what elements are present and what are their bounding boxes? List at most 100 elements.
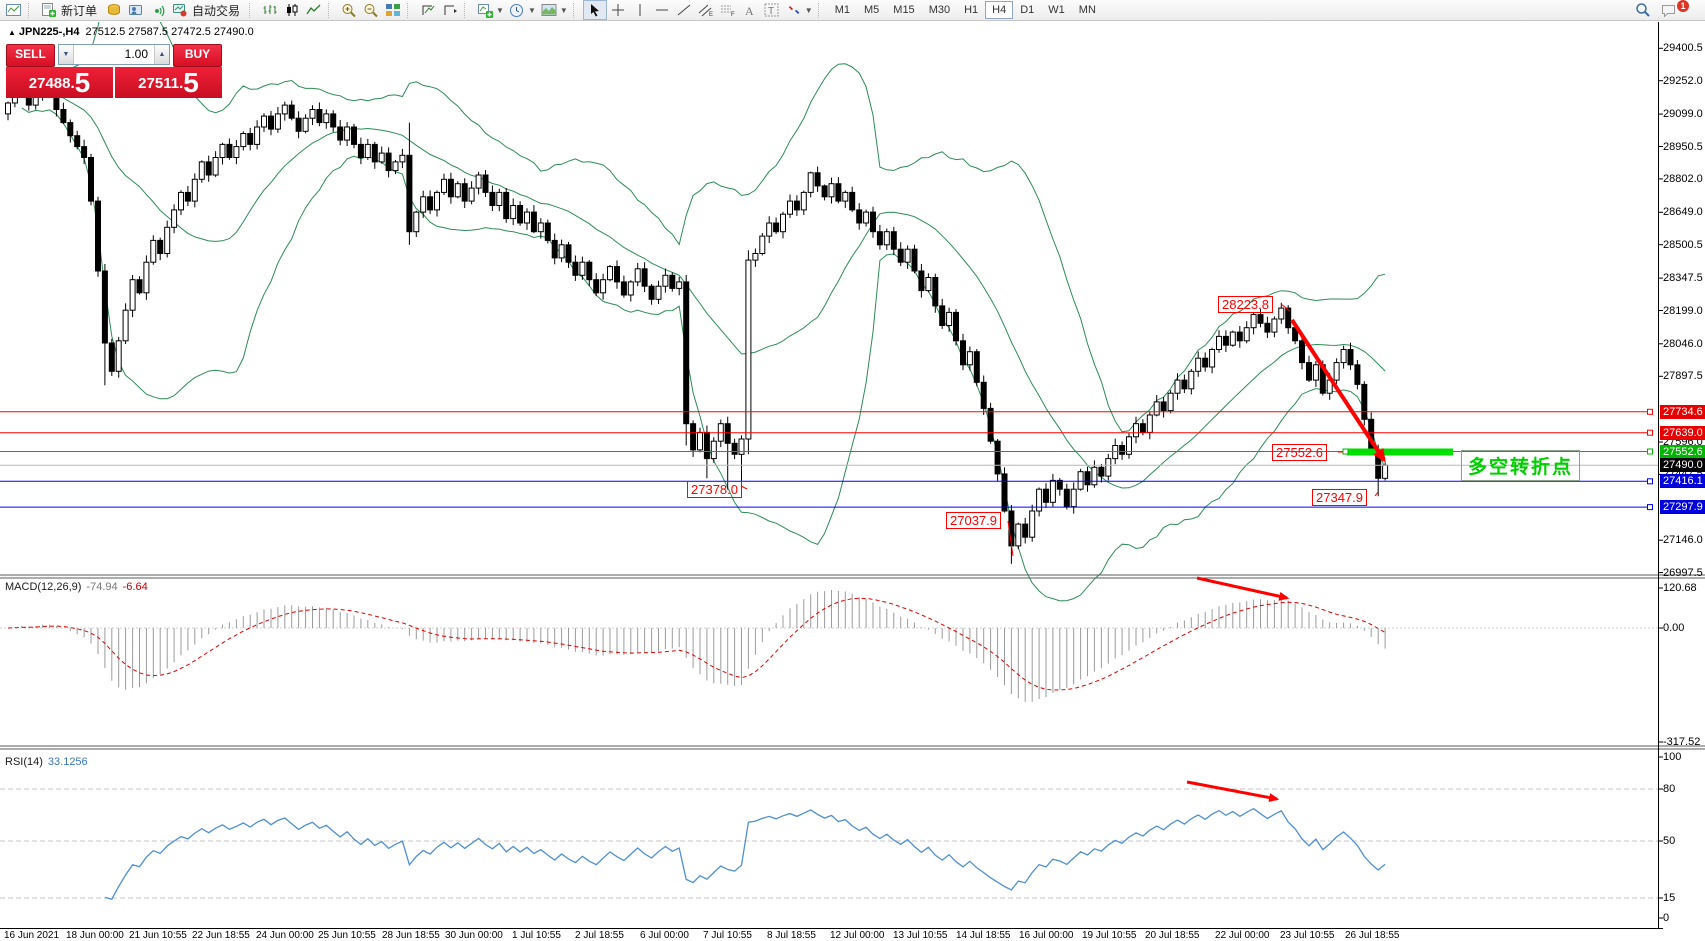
cursor-tool-icon[interactable] — [582, 0, 607, 20]
profiles-caret-icon[interactable]: ▼ — [527, 5, 536, 15]
rsi-tick-label: 0 — [1663, 912, 1670, 924]
trendline-tool-icon[interactable] — [673, 1, 695, 19]
data-window-icon[interactable] — [125, 1, 147, 19]
price-line-label: 27416.1 — [1660, 474, 1705, 489]
search-icon[interactable] — [1632, 1, 1654, 19]
bar-chart-mode-icon[interactable] — [259, 1, 281, 19]
trend-arrow[interactable] — [1186, 780, 1280, 802]
toolbar-separator — [464, 2, 471, 18]
price-tick-label: 28199.0 — [1663, 304, 1703, 317]
zoom-out-icon[interactable] — [360, 1, 382, 19]
toolbar-separator — [249, 2, 256, 18]
timeframe-m5[interactable]: M5 — [864, 4, 880, 16]
buy-price-main: 27511 — [138, 75, 180, 92]
timeframe-m1[interactable]: M1 — [834, 4, 850, 16]
price-annotation-label[interactable]: 27378.0 — [687, 481, 742, 498]
macd-pane — [7, 590, 1386, 702]
channel-tool-icon[interactable]: E — [695, 1, 717, 19]
profiles-icon[interactable] — [506, 1, 528, 19]
hline-handle[interactable] — [1647, 408, 1653, 415]
chart-window-icon[interactable] — [3, 1, 25, 19]
time-axis-label: 16 Jun 2021 — [4, 930, 60, 941]
chart-title-bar: ▲ JPN225-,H4 27512.5 27587.5 27472.5 27490… — [8, 26, 254, 38]
new-chart-icon[interactable] — [474, 1, 496, 19]
support-zone-bar[interactable] — [1347, 448, 1453, 456]
macd-tick-label: -317.52 — [1663, 736, 1701, 748]
volume-stepper[interactable]: ▼ 1.00 ▲ — [58, 44, 170, 65]
candlestick-mode-icon[interactable] — [281, 1, 303, 19]
hline-handle[interactable] — [1647, 429, 1653, 436]
price-tick-label: 29099.0 — [1663, 108, 1703, 121]
text-label-tool-icon[interactable]: T — [761, 1, 783, 19]
line-chart-mode-icon[interactable] — [303, 1, 325, 19]
templates-caret-icon[interactable]: ▼ — [559, 5, 568, 15]
volume-down-button[interactable]: ▼ — [59, 45, 74, 64]
new-order-icon[interactable] — [38, 1, 60, 19]
price-annotation-label[interactable]: 27552.6 — [1272, 444, 1327, 461]
timeframe-h4[interactable]: H4 — [985, 1, 1014, 19]
new-chart-caret-icon[interactable]: ▼ — [496, 5, 504, 15]
trend-arrow[interactable] — [1290, 318, 1386, 463]
turning-point-label[interactable]: 多空转折点 — [1461, 450, 1581, 481]
price-annotation-label[interactable]: 28223.8 — [1218, 296, 1273, 313]
vertical-line-tool-icon[interactable] — [629, 1, 651, 19]
autotrading-label[interactable]: 自动交易 — [192, 3, 241, 18]
price-line-label: 27639.0 — [1660, 425, 1705, 440]
notification-badge[interactable]: 1 — [1677, 0, 1689, 12]
timeframe-m30[interactable]: M30 — [928, 4, 951, 16]
hline-handle[interactable] — [1647, 504, 1653, 511]
horizontal-line-tool-icon[interactable] — [651, 1, 673, 19]
timeframe-d1[interactable]: D1 — [1020, 4, 1035, 16]
time-axis-label: 1 Jul 10:55 — [512, 930, 561, 941]
autotrading-icon[interactable] — [169, 1, 191, 19]
price-annotation-label[interactable]: 27347.9 — [1312, 489, 1367, 506]
timeframe-mn[interactable]: MN — [1078, 4, 1096, 16]
zoom-in-icon[interactable] — [338, 1, 360, 19]
fibonacci-tool-icon[interactable]: F — [717, 1, 739, 19]
price-tick-label: 28046.0 — [1663, 337, 1703, 350]
timeframe-group: M1 M5 M15 M30 H1 H4 D1 W1 MN — [828, 1, 1103, 19]
tile-windows-icon[interactable] — [382, 1, 404, 19]
market-watch-icon[interactable] — [103, 1, 125, 19]
sell-price-button[interactable]: 27488. 5 — [6, 67, 113, 98]
volume-up-button[interactable]: ▲ — [154, 45, 169, 64]
chart-region[interactable]: ▲ JPN225-,H4 27512.5 27587.5 27472.5 27490… — [0, 22, 1705, 941]
auto-arrange-icon[interactable] — [417, 1, 439, 19]
time-axis-label: 22 Jul 00:00 — [1215, 930, 1270, 941]
rsi-tick-label: 50 — [1663, 835, 1676, 847]
trend-arrow[interactable] — [1196, 576, 1290, 601]
chart-shift-icon[interactable] — [439, 1, 461, 19]
new-order-label[interactable]: 新订单 — [61, 3, 98, 18]
time-axis-label: 16 Jul 00:00 — [1019, 930, 1074, 941]
svg-text:T: T — [768, 6, 774, 17]
signals-icon[interactable] — [147, 1, 169, 19]
timeframe-h1[interactable]: H1 — [964, 4, 979, 16]
text-tool-icon[interactable]: A — [739, 1, 761, 19]
arrows-tool-icon[interactable] — [783, 1, 805, 19]
rsi-pane — [104, 807, 1386, 900]
hline-handle[interactable] — [1647, 478, 1653, 485]
notifications-icon[interactable] — [1658, 1, 1680, 19]
price-tick-label: 29400.5 — [1663, 42, 1703, 55]
crosshair-tool-icon[interactable] — [607, 1, 629, 19]
price-tick-label: 28802.0 — [1663, 172, 1703, 185]
time-axis-label: 6 Jul 00:00 — [640, 930, 689, 941]
timeframe-m15[interactable]: M15 — [893, 4, 915, 16]
buy-button[interactable]: BUY — [173, 44, 222, 67]
buy-price-button[interactable]: 27511. 5 — [115, 67, 222, 98]
sell-price-dot: . — [70, 75, 75, 92]
hline-handle[interactable] — [1647, 448, 1653, 455]
volume-value[interactable]: 1.00 — [124, 47, 148, 61]
time-axis-label: 23 Jul 10:55 — [1280, 930, 1335, 941]
sell-button[interactable]: SELL — [6, 44, 55, 67]
rsi-name: RSI(14) — [5, 756, 43, 768]
timeframe-w1[interactable]: W1 — [1048, 4, 1065, 16]
templates-icon[interactable] — [538, 1, 560, 19]
arrows-caret-icon[interactable]: ▼ — [804, 5, 813, 15]
price-tick-label: 27897.5 — [1663, 370, 1703, 383]
macd-value: -74.94 — [86, 581, 118, 593]
price-annotation-label[interactable]: 27037.9 — [946, 512, 1001, 529]
chart-canvas[interactable] — [0, 22, 1705, 941]
bollinger-bands — [21, 22, 1386, 602]
price-tick-label: 27146.0 — [1663, 534, 1703, 547]
